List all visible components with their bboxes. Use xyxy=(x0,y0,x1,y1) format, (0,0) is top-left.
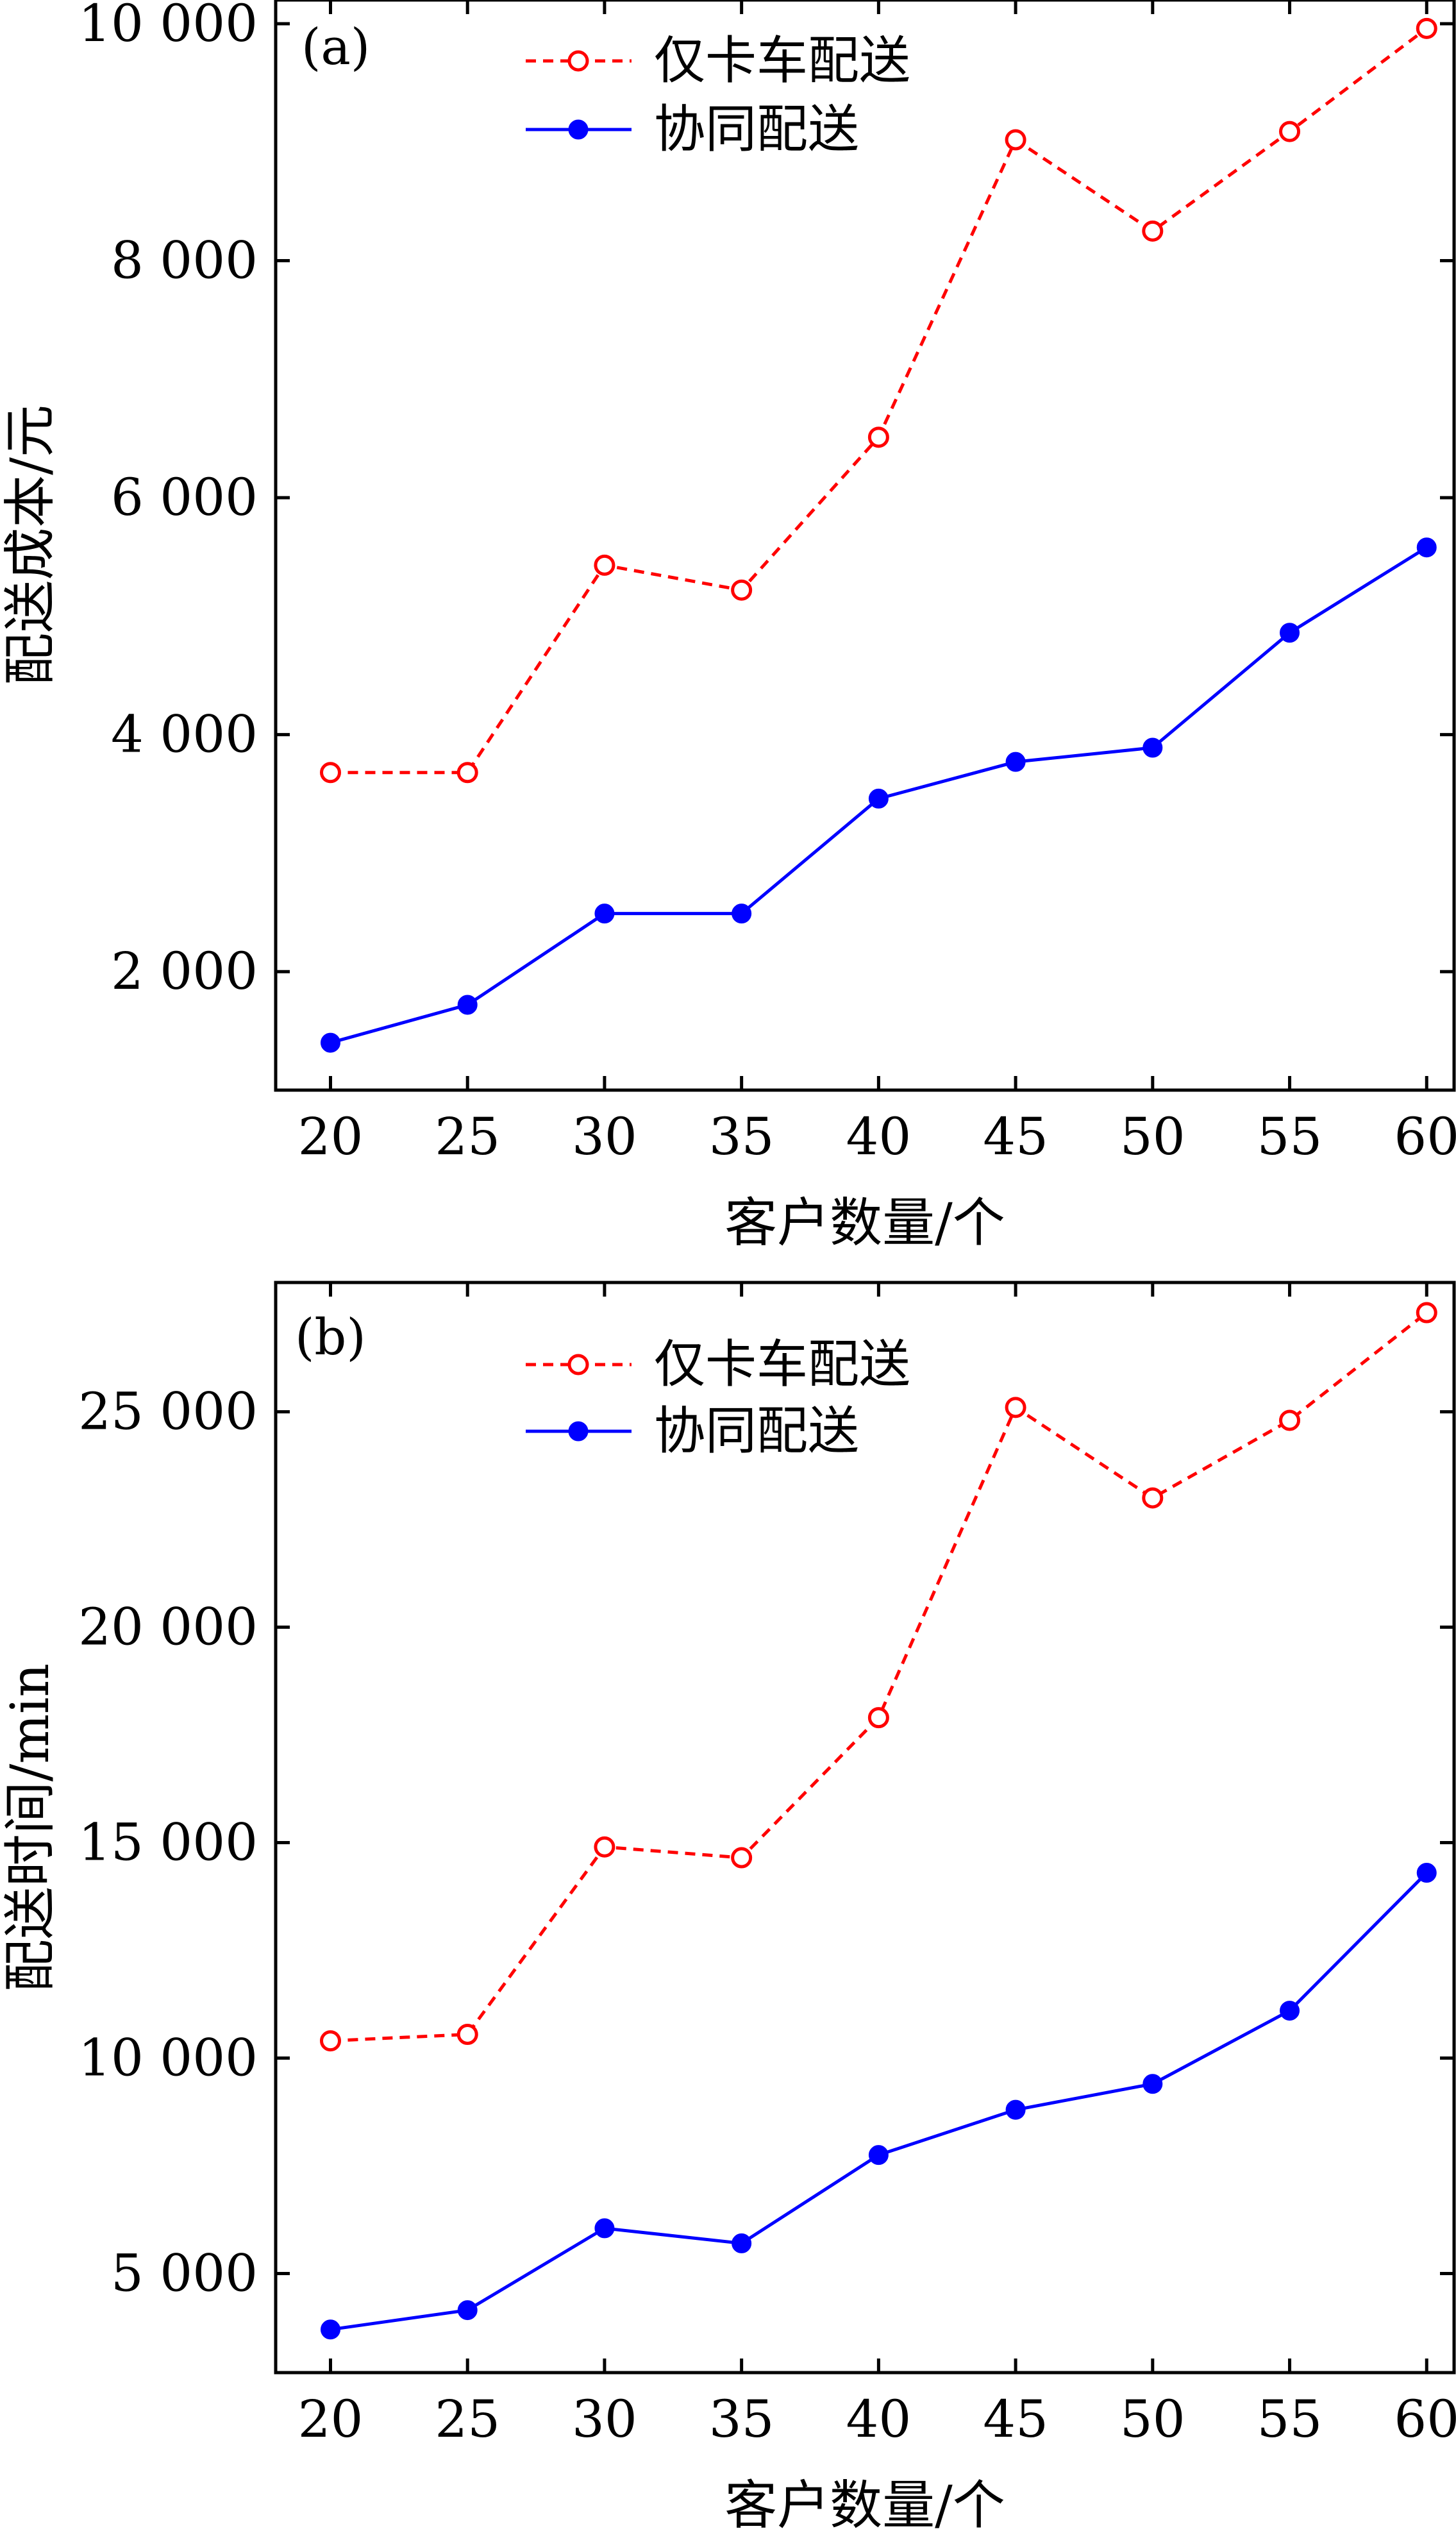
data-point xyxy=(457,995,478,1015)
data-point xyxy=(1142,1487,1164,1509)
data-point xyxy=(1416,537,1437,558)
series-line-0 xyxy=(330,27,1428,775)
axis-ticks: 20 25 30 35 40 45 50 55 60 5 000 10 000 15 000 20 00… xyxy=(78,1282,1456,2449)
x-tick-label: 60 xyxy=(1394,2389,1456,2449)
data-point xyxy=(594,554,615,576)
x-tick-label: 50 xyxy=(1120,2389,1185,2449)
legend-label-truck-only: 仅卡车配送 xyxy=(654,1334,910,1394)
x-tick-label: 50 xyxy=(1120,1107,1185,1166)
data-point xyxy=(1279,1409,1301,1431)
data-point xyxy=(868,2145,889,2165)
data-point xyxy=(867,426,889,448)
data-point xyxy=(1005,752,1026,772)
x-tick-label: 30 xyxy=(572,1107,637,1166)
y-axis-label: 配送成本/元 xyxy=(0,405,61,685)
data-point xyxy=(319,2030,341,2052)
data-point xyxy=(731,1847,753,1869)
data-point xyxy=(1280,623,1300,643)
data-point xyxy=(1005,129,1026,151)
y-tick-label: 15 000 xyxy=(78,1813,258,1872)
data-point xyxy=(456,2024,478,2046)
data-point xyxy=(457,2300,478,2321)
data-point xyxy=(1416,1302,1437,1324)
data-point xyxy=(594,2218,615,2239)
y-tick-label: 8 000 xyxy=(111,231,258,290)
data-point xyxy=(1142,737,1163,758)
series-line-0 xyxy=(330,1311,1428,2043)
x-tick-label: 25 xyxy=(435,1107,500,1166)
x-tick-label: 55 xyxy=(1257,2389,1323,2449)
y-tick-label: 6 000 xyxy=(111,467,258,527)
series-line-1 xyxy=(330,1871,1428,2332)
panel-label: (a) xyxy=(301,19,370,76)
legend-label-collaborative: 协同配送 xyxy=(654,1401,859,1461)
data-point xyxy=(867,1707,889,1729)
y-tick-label: 20 000 xyxy=(78,1597,258,1657)
x-tick-label: 45 xyxy=(983,2389,1048,2449)
x-tick-label: 55 xyxy=(1257,1107,1323,1166)
data-point xyxy=(456,762,478,784)
x-tick-label: 30 xyxy=(572,2389,637,2449)
axis-ticks: 20 25 30 35 40 45 50 55 60 2 000 4 000 6 000 8 000 10… xyxy=(78,0,1456,1166)
data-point xyxy=(1279,121,1301,142)
y-tick-label: 10 000 xyxy=(78,0,258,53)
legend-marker-truck-only xyxy=(567,50,589,72)
x-tick-label: 40 xyxy=(846,2389,911,2449)
x-tick-label: 45 xyxy=(983,1107,1048,1166)
data-point xyxy=(319,762,341,784)
x-tick-label: 20 xyxy=(298,2389,364,2449)
data-point xyxy=(594,1836,615,1858)
data-point xyxy=(731,579,753,601)
y-tick-label: 2 000 xyxy=(111,941,258,1001)
x-axis-label: 客户数量/个 xyxy=(724,1193,1005,1254)
series-layer xyxy=(319,1302,1437,2340)
x-tick-label: 20 xyxy=(298,1107,364,1166)
data-point xyxy=(732,904,752,924)
x-tick-label: 40 xyxy=(846,1107,911,1166)
chart-panel-b: 20 25 30 35 40 45 50 55 60 5 000 10 000 15 000 20 00… xyxy=(0,1281,1456,2531)
legend-marker-truck-only xyxy=(567,1354,589,1375)
legend: 仅卡车配送 协同配送 xyxy=(526,31,910,159)
legend-label-truck-only: 仅卡车配送 xyxy=(654,31,910,90)
y-axis-label: 配送时间/min xyxy=(0,1663,61,1992)
plot-frame xyxy=(274,0,1456,1092)
data-point xyxy=(1005,1397,1026,1418)
x-axis-label: 客户数量/个 xyxy=(724,2475,1005,2531)
data-point xyxy=(1416,1863,1437,1883)
legend-marker-collaborative xyxy=(568,119,589,140)
legend: 仅卡车配送 协同配送 xyxy=(526,1334,910,1461)
panel-label: (b) xyxy=(295,1309,366,1366)
legend-label-collaborative: 协同配送 xyxy=(654,99,859,159)
x-tick-label: 35 xyxy=(709,2389,774,2449)
chart-panel-a: 20 25 30 35 40 45 50 55 60 2 000 4 000 6 000 8 000 10… xyxy=(0,0,1456,1254)
legend-marker-collaborative xyxy=(568,1421,589,1442)
data-point xyxy=(1142,2074,1163,2094)
data-point xyxy=(1005,2099,1026,2120)
data-point xyxy=(320,2319,340,2340)
plot-frame xyxy=(274,1281,1456,2375)
data-point xyxy=(732,2233,752,2253)
y-tick-label: 4 000 xyxy=(111,705,258,764)
data-point xyxy=(1416,17,1437,39)
x-tick-label: 25 xyxy=(435,2389,500,2449)
data-point xyxy=(1280,2001,1300,2021)
series-layer xyxy=(319,17,1437,1053)
data-point xyxy=(594,904,615,924)
data-point xyxy=(1142,220,1164,242)
x-tick-label: 60 xyxy=(1394,1107,1456,1166)
y-tick-label: 10 000 xyxy=(78,2028,258,2087)
y-tick-label: 5 000 xyxy=(111,2243,258,2303)
data-point xyxy=(320,1032,340,1053)
y-tick-label: 25 000 xyxy=(78,1382,258,1442)
x-tick-label: 35 xyxy=(709,1107,774,1166)
data-point xyxy=(868,788,889,809)
